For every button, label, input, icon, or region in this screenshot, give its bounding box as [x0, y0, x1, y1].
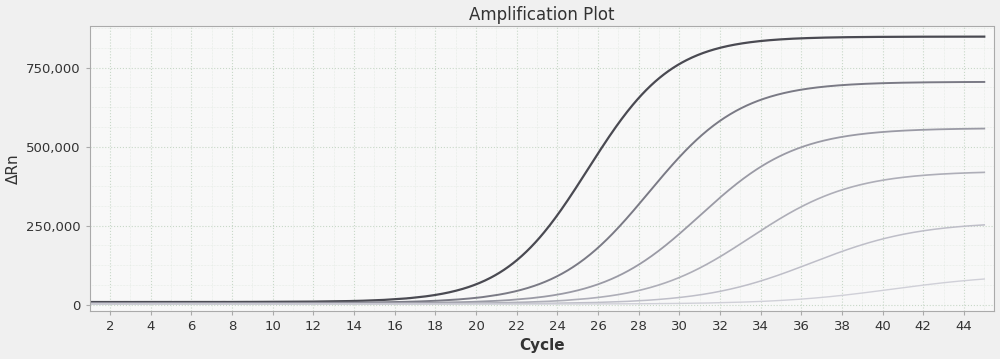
Y-axis label: ΔRn: ΔRn	[6, 153, 21, 184]
Title: Amplification Plot: Amplification Plot	[469, 5, 615, 24]
X-axis label: Cycle: Cycle	[519, 339, 565, 354]
